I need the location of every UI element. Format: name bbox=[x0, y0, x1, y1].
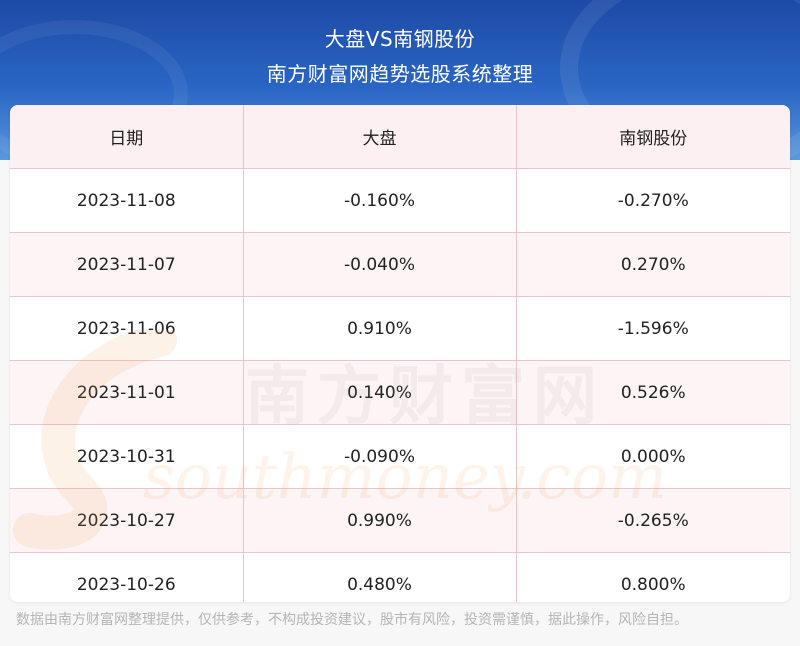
stock-change-cell: 0.800% bbox=[515, 552, 790, 602]
market-change-cell: -0.040% bbox=[242, 232, 516, 297]
table-row: 2023-10-31 -0.090% 0.000% bbox=[10, 424, 790, 489]
stock-change-cell: -1.596% bbox=[515, 296, 790, 361]
table-row: 2023-11-06 0.910% -1.596% bbox=[10, 296, 790, 361]
table-row: 2023-10-27 0.990% -0.265% bbox=[10, 488, 790, 553]
table-row: 2023-11-01 0.140% 0.526% bbox=[10, 360, 790, 425]
date-cell: 2023-11-07 bbox=[10, 232, 243, 297]
stock-change-cell: 0.526% bbox=[515, 360, 790, 425]
date-cell: 2023-11-08 bbox=[10, 168, 243, 233]
market-change-cell: 0.480% bbox=[242, 552, 516, 602]
column-header-date: 日期 bbox=[10, 105, 243, 169]
stock-change-cell: -0.270% bbox=[515, 168, 790, 233]
stock-change-cell: 0.000% bbox=[515, 424, 790, 489]
market-change-cell: 0.910% bbox=[242, 296, 516, 361]
page-subtitle: 南方财富网趋势选股系统整理 bbox=[266, 62, 534, 86]
column-header-stock: 南钢股份 bbox=[515, 105, 790, 169]
date-cell: 2023-10-31 bbox=[10, 424, 243, 489]
column-header-market: 大盘 bbox=[242, 105, 516, 169]
table-header-row: 日期 大盘 南钢股份 bbox=[10, 105, 790, 169]
stock-change-cell: 0.270% bbox=[515, 232, 790, 297]
market-change-cell: -0.160% bbox=[242, 168, 516, 233]
market-change-cell: 0.990% bbox=[242, 488, 516, 553]
page-title: 大盘VS南钢股份 bbox=[324, 27, 476, 51]
table-row: 2023-10-26 0.480% 0.800% bbox=[10, 552, 790, 602]
stock-change-cell: -0.265% bbox=[515, 488, 790, 553]
disclaimer-text: 数据由南方财富网整理提供，仅供参考，不构成投资建议，股市有风险，投资需谨慎，据此… bbox=[16, 612, 688, 628]
date-cell: 2023-11-01 bbox=[10, 360, 243, 425]
date-cell: 2023-10-26 bbox=[10, 552, 243, 602]
market-change-cell: 0.140% bbox=[242, 360, 516, 425]
table-row: 2023-11-07 -0.040% 0.270% bbox=[10, 232, 790, 297]
date-cell: 2023-10-27 bbox=[10, 488, 243, 553]
comparison-table: 日期 大盘 南钢股份 2023-11-08 -0.160% -0.270% 20… bbox=[10, 105, 790, 602]
comparison-table-card: 日期 大盘 南钢股份 2023-11-08 -0.160% -0.270% 20… bbox=[10, 105, 790, 602]
date-cell: 2023-11-06 bbox=[10, 296, 243, 361]
market-change-cell: -0.090% bbox=[242, 424, 516, 489]
table-row: 2023-11-08 -0.160% -0.270% bbox=[10, 168, 790, 233]
